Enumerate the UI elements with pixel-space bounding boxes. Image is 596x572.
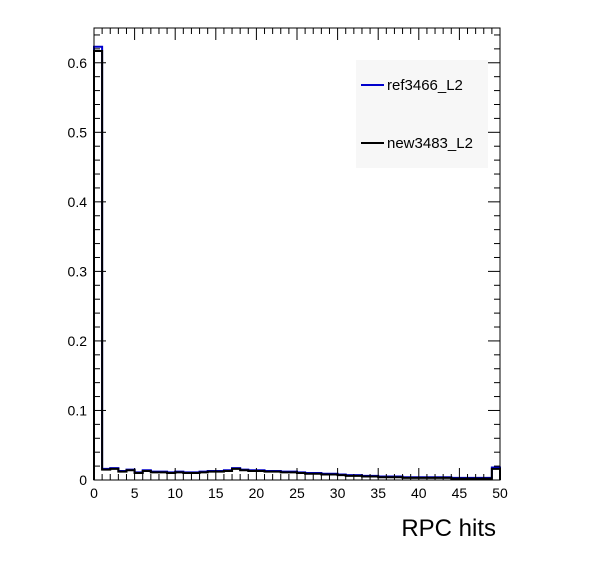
y-tick-label: 0.5 (68, 124, 88, 140)
y-tick-label: 0.1 (68, 402, 88, 418)
x-tick-label: 45 (452, 485, 468, 501)
legend: ref3466_L2 new3483_L2 (361, 77, 473, 152)
x-tick-label: 30 (330, 485, 346, 501)
legend-box (356, 60, 488, 168)
plot-frame (93, 27, 501, 481)
y-tick-label: 0 (79, 472, 87, 488)
x-tick-label: 10 (167, 485, 183, 501)
y-tick-label: 0.6 (68, 55, 88, 71)
series-line-new3483_L2 (93, 49, 501, 480)
y-tick-label: 0.3 (68, 263, 88, 279)
x-tick-label: 15 (208, 485, 224, 501)
axis-layer: 0 5 10 15 20 25 30 35 40 45 50 0 0.1 0.2 0.3 0.4 0.5 0.6 (68, 28, 508, 501)
legend-label-ref: ref3466_L2 (387, 77, 463, 94)
x-tick-label: 20 (249, 485, 265, 501)
x-tick-label: 0 (90, 485, 98, 501)
series-layer (93, 45, 501, 480)
x-tick-label: 25 (289, 485, 305, 501)
legend-label-new: new3483_L2 (387, 135, 473, 152)
x-tick-label: 35 (370, 485, 386, 501)
y-tick-label: 0.2 (68, 333, 88, 349)
x-tick-label: 40 (411, 485, 427, 501)
x-axis-title: RPC hits (401, 515, 496, 542)
x-tick-label: 5 (131, 485, 139, 501)
y-tick-label: 0.4 (68, 194, 88, 210)
x-tick-label: 50 (492, 485, 508, 501)
